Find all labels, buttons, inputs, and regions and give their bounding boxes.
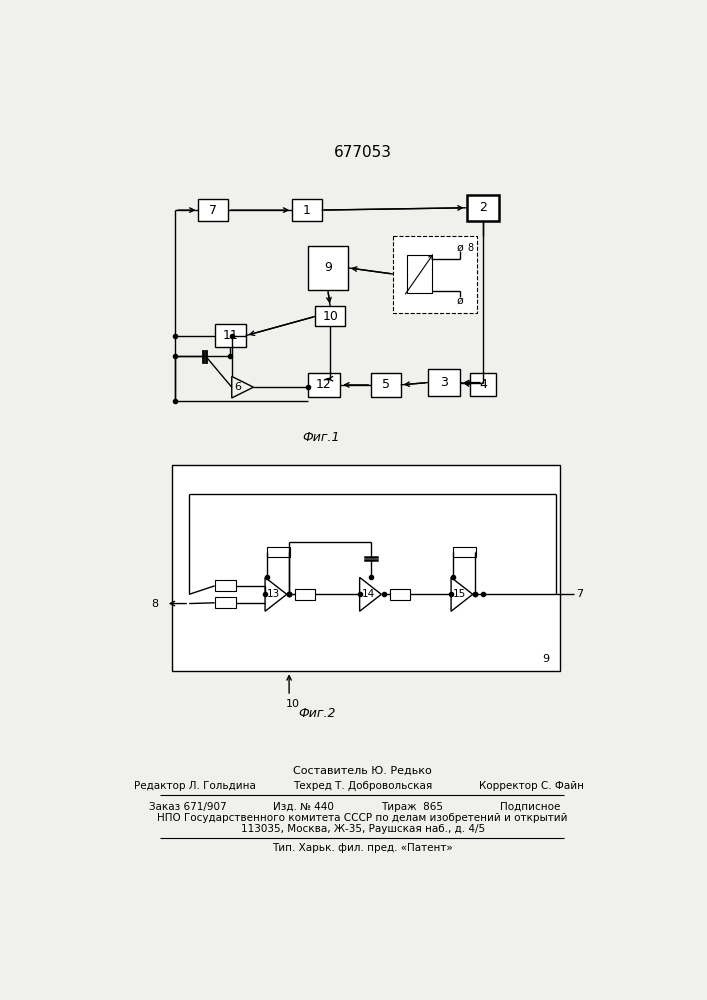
Bar <box>308 246 348 290</box>
Text: ø: ø <box>456 243 463 253</box>
Text: 6: 6 <box>235 382 242 392</box>
Bar <box>199 199 228 221</box>
Bar <box>308 373 340 397</box>
Text: Фиг.1: Фиг.1 <box>302 431 339 444</box>
Text: Изд. № 440: Изд. № 440 <box>274 802 334 812</box>
Text: 1: 1 <box>303 204 311 217</box>
Text: 10: 10 <box>322 310 338 323</box>
Bar <box>267 547 290 557</box>
Bar <box>215 597 236 608</box>
Text: 12: 12 <box>316 378 332 391</box>
Text: 15: 15 <box>453 589 467 599</box>
Bar <box>428 369 460 396</box>
Text: Тип. Харьк. фил. пред. «Патент»: Тип. Харьк. фил. пред. «Патент» <box>272 843 453 853</box>
Text: 3: 3 <box>440 376 448 389</box>
Text: Заказ 671/907: Заказ 671/907 <box>148 802 226 812</box>
Text: 13: 13 <box>267 589 281 599</box>
Text: 9: 9 <box>324 261 332 274</box>
Text: Составитель Ю. Редько: Составитель Ю. Редько <box>293 766 432 776</box>
Bar <box>315 306 345 326</box>
Text: 2: 2 <box>479 201 487 214</box>
Bar <box>393 235 477 312</box>
Bar <box>296 589 315 600</box>
Text: Корректор С. Файн: Корректор С. Файн <box>479 781 584 791</box>
Text: 5: 5 <box>382 378 390 391</box>
Text: 11: 11 <box>222 329 238 342</box>
Bar <box>172 465 559 671</box>
Bar <box>215 324 246 347</box>
Bar <box>371 373 401 397</box>
Text: Редактор Л. Гольдина: Редактор Л. Гольдина <box>134 781 256 791</box>
Text: Подписное: Подписное <box>500 802 561 812</box>
Text: 113035, Москва, Ж-35, Раушская наб., д. 4/5: 113035, Москва, Ж-35, Раушская наб., д. … <box>240 824 485 834</box>
Bar <box>292 199 322 221</box>
Bar <box>407 255 432 293</box>
Text: 7: 7 <box>576 589 583 599</box>
Text: 9: 9 <box>542 654 549 664</box>
Bar <box>467 195 499 221</box>
Bar <box>215 580 236 591</box>
Text: 7: 7 <box>209 204 217 217</box>
Text: НПО Государственного комитета СССР по делам изобретений и открытий: НПО Государственного комитета СССР по де… <box>158 813 568 823</box>
Text: 8: 8 <box>467 243 474 253</box>
Text: 14: 14 <box>362 589 375 599</box>
Bar <box>452 547 476 557</box>
Text: 677053: 677053 <box>334 145 392 160</box>
Bar <box>469 373 496 396</box>
Text: Тираж  865: Тираж 865 <box>381 802 443 812</box>
Bar <box>390 589 410 600</box>
Text: 8: 8 <box>151 599 158 609</box>
Text: Фиг.2: Фиг.2 <box>298 707 336 720</box>
Text: 4: 4 <box>479 378 487 391</box>
Text: ø: ø <box>456 295 463 305</box>
Text: Техред Т. Добровольская: Техред Т. Добровольская <box>293 781 433 791</box>
Text: 10: 10 <box>286 699 300 709</box>
